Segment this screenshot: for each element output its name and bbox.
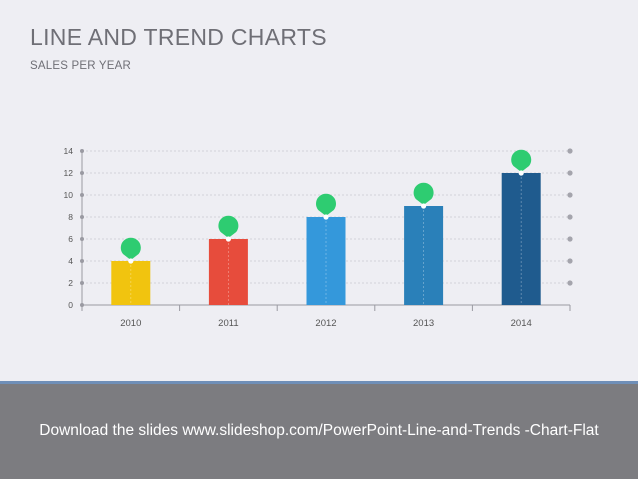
x-tick-label-2012: 2012 xyxy=(315,318,336,329)
x-tick-label-2010: 2010 xyxy=(120,318,141,329)
pin-marker-2010 xyxy=(120,237,141,260)
y-tick-label-12: 12 xyxy=(64,168,74,178)
x-tick-label-2011: 2011 xyxy=(218,318,238,329)
pin-marker-2011 xyxy=(218,215,239,238)
bar-2012 xyxy=(306,217,346,305)
pin-point-2013 xyxy=(421,203,427,209)
bar-2014 xyxy=(501,173,541,305)
pin-marker-2012 xyxy=(316,193,336,216)
banner-divider xyxy=(0,381,638,384)
right-dot-14 xyxy=(567,148,573,154)
y-tick-label-6: 6 xyxy=(68,234,73,244)
pin-marker-2014 xyxy=(511,149,532,172)
right-dot-10 xyxy=(567,192,573,198)
y-tick-label-14: 14 xyxy=(64,146,74,156)
slide-subtitle: SALES PER YEAR xyxy=(30,60,132,72)
pin-point-2011 xyxy=(225,236,231,242)
x-tick-label-2014: 2014 xyxy=(511,318,532,329)
sales-bar-chart: 0 2 4 6 8 10 12 14 2010 2011 2012 2013 2014 xyxy=(64,146,573,329)
slide: LINE AND TREND CHARTS SALES PER YEAR 0 2 4… xyxy=(30,24,573,329)
slide-title: LINE AND TREND CHARTS xyxy=(30,24,327,50)
bar-2011 xyxy=(208,239,248,305)
download-banner: Download the slides www.slideshop.com/Po… xyxy=(0,384,638,479)
y-tick-label-4: 4 xyxy=(68,256,73,266)
pin-marker-2013 xyxy=(413,182,434,205)
bar-2010 xyxy=(111,261,151,305)
y-tick-label-10: 10 xyxy=(64,190,74,200)
pin-point-2010 xyxy=(128,258,134,264)
right-dot-4 xyxy=(567,258,573,264)
y-tick-label-0: 0 xyxy=(68,300,73,310)
x-tick-label-2013: 2013 xyxy=(413,318,434,329)
pin-point-2012 xyxy=(323,214,329,220)
right-dot-2 xyxy=(567,280,573,286)
y-tick-label-8: 8 xyxy=(68,212,73,222)
download-banner-text[interactable]: Download the slides www.slideshop.com/Po… xyxy=(39,422,599,439)
right-dot-12 xyxy=(567,170,573,176)
right-dot-8 xyxy=(567,214,573,220)
bar-2013 xyxy=(404,206,444,305)
right-dot-6 xyxy=(567,236,573,242)
pin-point-2014 xyxy=(518,170,524,176)
y-tick-label-2: 2 xyxy=(68,278,73,288)
